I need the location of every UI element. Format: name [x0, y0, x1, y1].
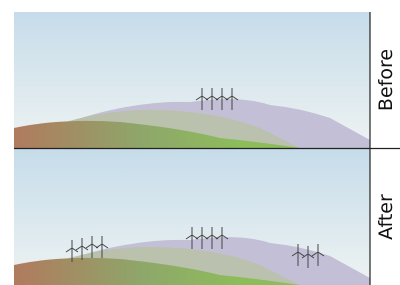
panel-label: Before: [375, 49, 397, 111]
illustration: Before After: [0, 0, 400, 285]
after-scene: [14, 149, 370, 285]
before-scene: [14, 12, 370, 148]
panel-label: After: [375, 194, 397, 240]
